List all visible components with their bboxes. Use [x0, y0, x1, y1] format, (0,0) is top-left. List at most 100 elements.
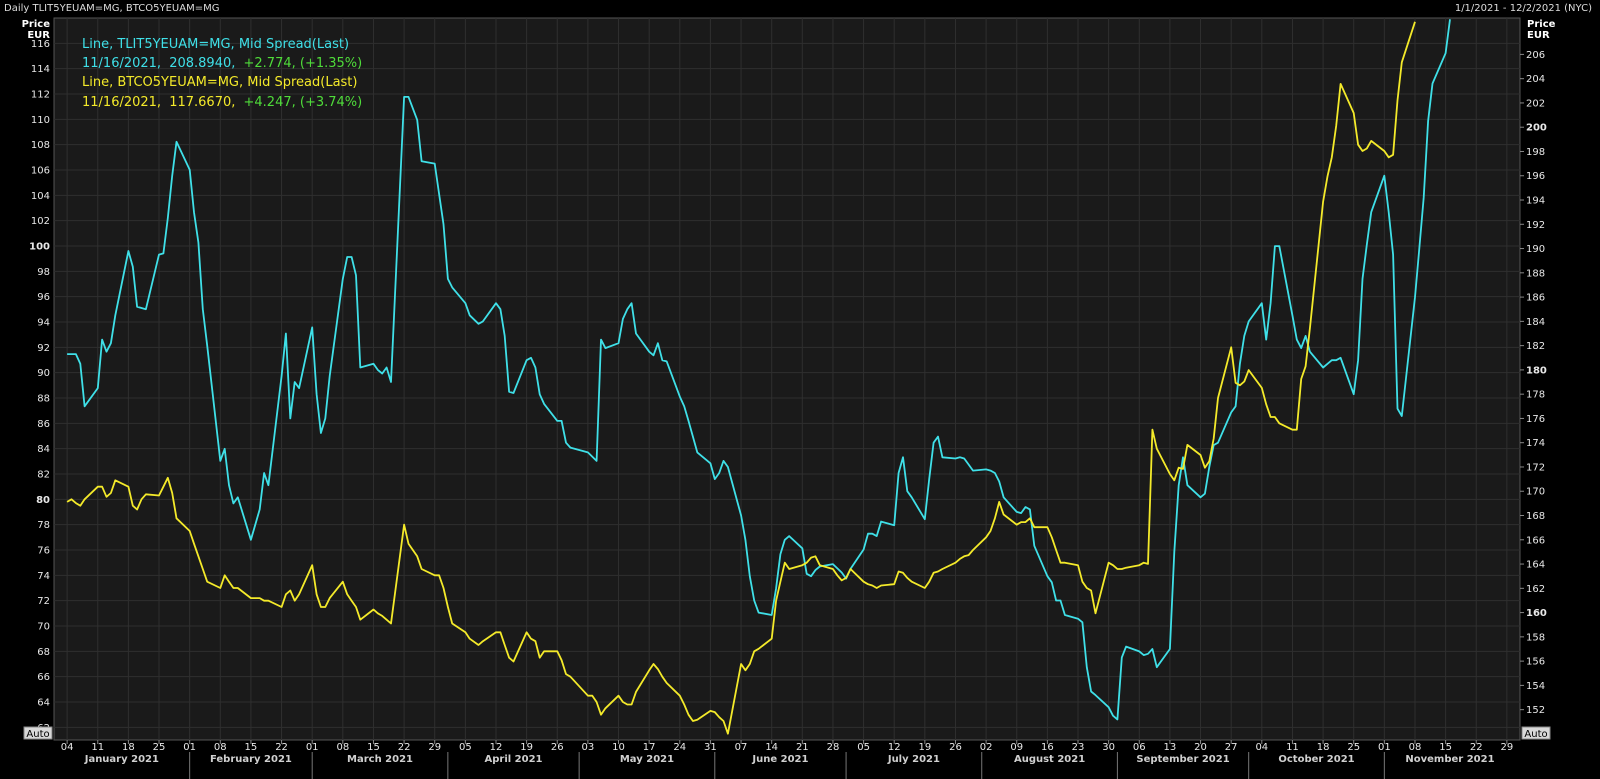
month-label: July 2021 [887, 754, 940, 765]
month-label: March 2021 [347, 754, 413, 765]
right-axis-title-unit: EUR [1527, 30, 1550, 41]
right-axis-ticks: 152 154 156 158 160 162 164 166 168 170 172 174 176 1… [1520, 50, 1547, 716]
month-label: April 2021 [484, 754, 542, 765]
x-tick-label: 22 [1470, 742, 1483, 753]
chart-title: Daily TLIT5YEUAM=MG, BTCO5YEUAM=MG [4, 3, 220, 14]
right-tick-label: 170 [1526, 487, 1545, 498]
left-tick-label: 68 [37, 647, 50, 658]
x-tick-label: 01 [306, 742, 319, 753]
x-tick-label: 21 [796, 742, 809, 753]
x-axis-ticks: 04 11 18 25 01 08 15 22 01 08 15 22 29 05 12 19 26 03 10 17… [61, 740, 1513, 753]
right-tick-label: 166 [1526, 535, 1545, 546]
x-tick-label: 06 [1133, 742, 1146, 753]
left-tick-label: 116 [31, 39, 50, 50]
month-label: November 2021 [1405, 754, 1494, 765]
x-tick-label: 04 [1255, 742, 1268, 753]
x-tick-label: 15 [367, 742, 380, 753]
right-tick-label: 156 [1526, 657, 1545, 668]
left-tick-label: 74 [37, 571, 50, 582]
legend-series2-name: Line, BTCO5YEUAM=MG, Mid Spread(Last) [82, 75, 357, 90]
left-tick-label: 92 [37, 343, 50, 354]
left-tick-label: 96 [37, 292, 50, 303]
right-auto-button[interactable]: Auto [1521, 726, 1551, 740]
left-axis-title-unit: EUR [27, 30, 50, 41]
left-auto-button[interactable]: Auto [23, 726, 53, 740]
left-tick-label: 90 [37, 368, 50, 379]
series-line-btco5yeuam [66, 21, 1416, 735]
x-tick-label: 12 [490, 742, 503, 753]
x-tick-label: 10 [612, 742, 625, 753]
x-tick-label: 28 [827, 742, 840, 753]
left-tick-label: 94 [37, 318, 50, 329]
right-tick-label: 164 [1526, 560, 1545, 571]
legend-series1-value: 208.8940, [169, 56, 235, 71]
vertical-gridlines [66, 18, 1508, 740]
series-line-tlit5yeuam [67, 19, 1451, 721]
left-auto-label: Auto [26, 729, 49, 740]
right-tick-label: 174 [1526, 438, 1545, 449]
legend-series2-values: 11/16/2021, 117.6670, +4.247, (+3.74%) [82, 95, 362, 110]
legend-series2-date: 11/16/2021, [82, 95, 161, 110]
right-tick-label: 200 [1526, 123, 1547, 134]
left-tick-label: 88 [37, 394, 50, 405]
x-tick-label: 01 [183, 742, 196, 753]
horizontal-gridlines [54, 42, 1520, 728]
x-tick-label: 23 [1072, 742, 1085, 753]
right-tick-label: 202 [1526, 98, 1545, 109]
series-lines [66, 19, 1451, 735]
left-tick-label: 82 [37, 470, 50, 481]
x-tick-label: 18 [122, 742, 135, 753]
left-tick-label: 84 [37, 444, 50, 455]
right-tick-label: 168 [1526, 511, 1545, 522]
right-tick-label: 182 [1526, 341, 1545, 352]
x-tick-label: 20 [1194, 742, 1207, 753]
left-axis-ticks: 6264666870727476788082848688909294969810… [29, 39, 50, 734]
left-tick-label: 100 [29, 242, 50, 253]
plot-area [53, 17, 1521, 741]
x-tick-label: 19 [520, 742, 533, 753]
x-tick-label: 26 [949, 742, 962, 753]
right-tick-label: 154 [1526, 681, 1545, 692]
x-tick-label: 16 [1041, 742, 1054, 753]
right-tick-label: 184 [1526, 317, 1545, 328]
right-auto-label: Auto [1524, 729, 1547, 740]
x-tick-label: 01 [1378, 742, 1391, 753]
x-tick-label: 05 [857, 742, 870, 753]
x-tick-label: 22 [398, 742, 411, 753]
month-label: June 2021 [751, 754, 808, 765]
x-tick-label: 22 [275, 742, 288, 753]
month-label: February 2021 [210, 754, 292, 765]
x-tick-label: 27 [1225, 742, 1238, 753]
x-tick-label: 25 [153, 742, 166, 753]
x-tick-label: 11 [1286, 742, 1299, 753]
right-tick-label: 192 [1526, 220, 1545, 231]
left-tick-label: 106 [31, 166, 50, 177]
right-tick-label: 198 [1526, 147, 1545, 158]
right-tick-label: 152 [1526, 705, 1545, 716]
x-tick-label: 19 [918, 742, 931, 753]
right-tick-label: 160 [1526, 608, 1547, 619]
x-tick-label: 14 [765, 742, 778, 753]
right-tick-label: 204 [1526, 74, 1545, 85]
right-tick-label: 178 [1526, 390, 1545, 401]
legend-series1-change: +2.774, (+1.35%) [244, 56, 363, 71]
legend-series2-value: 117.6670, [169, 95, 235, 110]
right-tick-label: 180 [1526, 365, 1547, 376]
left-tick-label: 64 [37, 698, 50, 709]
month-label: September 2021 [1136, 754, 1229, 765]
left-axis-title-price: Price [22, 19, 51, 30]
x-tick-label: 08 [1409, 742, 1422, 753]
right-tick-label: 188 [1526, 268, 1545, 279]
left-tick-label: 114 [31, 64, 50, 75]
month-label: August 2021 [1014, 754, 1085, 765]
legend-series1-values: 11/16/2021, 208.8940, +2.774, (+1.35%) [82, 56, 362, 71]
x-tick-label: 05 [459, 742, 472, 753]
month-label: January 2021 [84, 754, 159, 765]
legend-series1-name: Line, TLIT5YEUAM=MG, Mid Spread(Last) [82, 37, 349, 52]
x-tick-label: 08 [214, 742, 227, 753]
left-tick-label: 110 [31, 115, 50, 126]
x-tick-label: 11 [91, 742, 104, 753]
month-label: May 2021 [620, 754, 674, 765]
left-tick-label: 104 [31, 191, 50, 202]
left-tick-label: 86 [37, 419, 50, 430]
